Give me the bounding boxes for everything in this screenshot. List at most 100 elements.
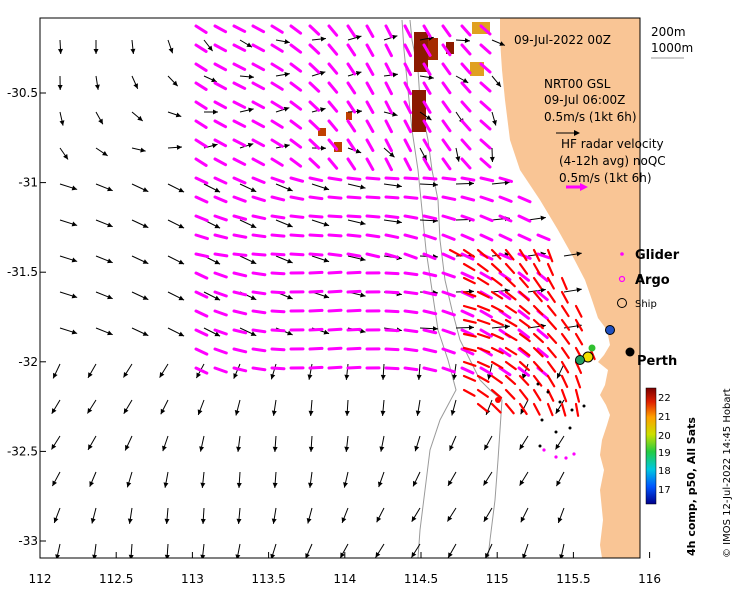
hf-arrow (270, 233, 286, 238)
model-arrow (51, 435, 61, 450)
hf-arrow (270, 347, 286, 352)
glider-arrow (504, 346, 518, 356)
model-arrow (95, 291, 113, 300)
glider-arrow (476, 374, 490, 383)
hf-arrow (479, 176, 495, 183)
hf-arrow (289, 157, 303, 168)
hf-arrow (289, 176, 305, 183)
model-arrow (563, 287, 582, 293)
glider-arrow (504, 290, 517, 301)
model-arrow (131, 183, 149, 193)
model-arrow (239, 219, 257, 229)
hf-arrow (251, 119, 266, 129)
model-arrow (411, 507, 421, 522)
hf-arrow (251, 24, 266, 34)
model-arrow (203, 75, 217, 83)
model-arrow (339, 543, 349, 558)
glider-marker (495, 397, 501, 403)
model-arrow (520, 399, 529, 415)
model-arrow (89, 471, 97, 487)
hf-arrow (251, 43, 266, 53)
model-arrow (236, 471, 242, 488)
hf-arrow (232, 62, 247, 71)
glider-arrow (532, 290, 543, 303)
hf-arrow (232, 309, 248, 316)
glider-arrow (560, 276, 568, 291)
model-arrow (59, 147, 69, 160)
hf-arrow (213, 290, 228, 298)
glider-arrow (476, 318, 491, 325)
hf-arrow (251, 100, 266, 110)
model-arrow (167, 183, 185, 193)
model-arrow (519, 435, 529, 450)
glider-arrow (490, 276, 503, 287)
hf-arrow (270, 138, 284, 148)
model-arrow (491, 111, 497, 126)
hf-arrow (232, 195, 247, 203)
x-tick-label: 116 (638, 572, 661, 586)
model-arrow (159, 363, 169, 378)
hf-arrow (384, 309, 400, 314)
hf-arrow (194, 271, 209, 280)
hf-arrow (327, 327, 343, 332)
model-arrow (447, 471, 457, 487)
model-arrow (419, 74, 434, 80)
hf-arrow (517, 347, 531, 358)
model-arrow (347, 35, 362, 41)
hf-arrow (346, 176, 362, 181)
hf-arrow (365, 43, 375, 57)
model-arrow (55, 543, 61, 558)
hf-arrow (213, 214, 228, 222)
hf-arrow (479, 43, 492, 55)
hf-arrow (194, 252, 210, 259)
model-arrow (341, 507, 349, 524)
glider-arrow (560, 332, 571, 345)
contour-label-200m: 200m (651, 25, 686, 39)
hf-arrow (441, 347, 456, 355)
hf-arrow (365, 119, 375, 133)
glider-arrow (518, 360, 531, 372)
glider-arrow (574, 374, 582, 389)
model-arrow (95, 219, 113, 228)
model-arrow (131, 291, 149, 301)
hf-arrow (422, 138, 432, 152)
hf-arrow (441, 290, 456, 298)
hf-arrow (213, 252, 229, 258)
glider-arrow (546, 304, 557, 317)
hf-arrow (289, 81, 303, 92)
glider-arrow (476, 276, 490, 286)
hf-radar-arrows (194, 24, 551, 378)
hf-arrow (251, 195, 266, 203)
x-tick-label: 112 (29, 572, 52, 586)
hf-arrow (327, 308, 343, 313)
model-arrow (59, 219, 78, 227)
model-arrow (375, 543, 385, 558)
x-tick-label: 112.5 (99, 572, 133, 586)
model-arrow (59, 255, 78, 263)
hf-arrow (479, 81, 492, 93)
hf-arrow (517, 328, 531, 339)
hf-arrow (422, 233, 437, 241)
hf-arrow (441, 138, 452, 152)
model-arrow (344, 435, 350, 452)
model-arrow (555, 399, 565, 414)
hf-arrow (270, 271, 286, 276)
model-arrow (383, 147, 395, 158)
hf-arrow (289, 138, 303, 149)
hf-arrow (441, 81, 452, 95)
model-arrow (347, 255, 366, 262)
hf-arrow (213, 24, 228, 34)
hf-arrow (308, 81, 321, 93)
model-arrow (167, 219, 185, 229)
model-arrow (239, 142, 254, 149)
model-arrow (59, 183, 78, 191)
model-arrow (167, 75, 179, 87)
hf-arrow (194, 81, 208, 91)
hf-arrow (479, 24, 492, 36)
hf-arrow (346, 195, 362, 200)
model-arrow (520, 507, 529, 523)
glider-arrow (476, 402, 489, 413)
model-arrow (555, 471, 565, 487)
glider-arrow (518, 332, 531, 343)
hf-arrow (232, 214, 248, 221)
